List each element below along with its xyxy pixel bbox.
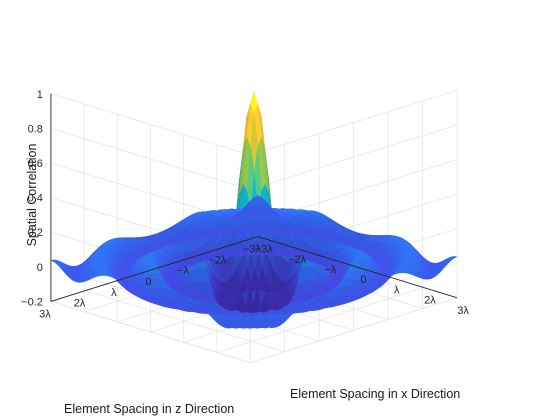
z-tick-label: 1 (37, 89, 43, 101)
z-tick-label: −0.2 (21, 296, 43, 308)
grid-line (50, 301, 251, 363)
x-tick-label: 0 (360, 274, 366, 286)
surface-patch (253, 195, 262, 201)
y-tick-label: 2λ (74, 298, 86, 310)
x-tick-label: −3λ (255, 244, 274, 256)
y-tick-label: −λ (177, 265, 189, 277)
y-tick-label: −2λ (208, 254, 227, 266)
y-tick-label: 3λ (39, 308, 51, 320)
x-tick-label: −2λ (288, 254, 307, 266)
y-axis-line (50, 236, 259, 302)
surface-plot (50, 91, 458, 329)
x-axis-line (257, 236, 458, 299)
z-direction-axis-tick-labels: 3λ 2λ λ 0 −λ −2λ −3λ (39, 244, 261, 321)
x-axis-tick-labels: −3λ −2λ −λ 0 λ 2λ 3λ (255, 244, 470, 317)
chart-axes (50, 93, 458, 302)
y-tick-label: −3λ (243, 244, 262, 256)
z-tick-label: 0.8 (28, 123, 43, 135)
x-tick-label: −λ (324, 264, 336, 276)
y-axis-label: Element Spacing in z Direction (64, 402, 234, 416)
z-tick-label: 0 (37, 262, 43, 274)
x-tick-label: 2λ (424, 295, 436, 307)
x-tick-label: 3λ (457, 305, 469, 317)
grid-line (85, 290, 285, 353)
x-axis-label: Element Spacing in x Direction (290, 387, 460, 401)
z-axis-tick-labels: 1 0.8 0.6 0.4 0.2 0 −0.2 (21, 89, 43, 309)
z-tick-label: 0.2 (28, 227, 43, 239)
y-tick-label: λ (111, 287, 117, 299)
y-tick-label: 0 (145, 276, 151, 288)
z-tick-label: 0.6 (28, 158, 43, 170)
z-axis-label: Spatial Correlation (25, 144, 39, 247)
x-tick-label: λ (394, 284, 400, 296)
z-tick-label: 0.4 (28, 193, 43, 205)
